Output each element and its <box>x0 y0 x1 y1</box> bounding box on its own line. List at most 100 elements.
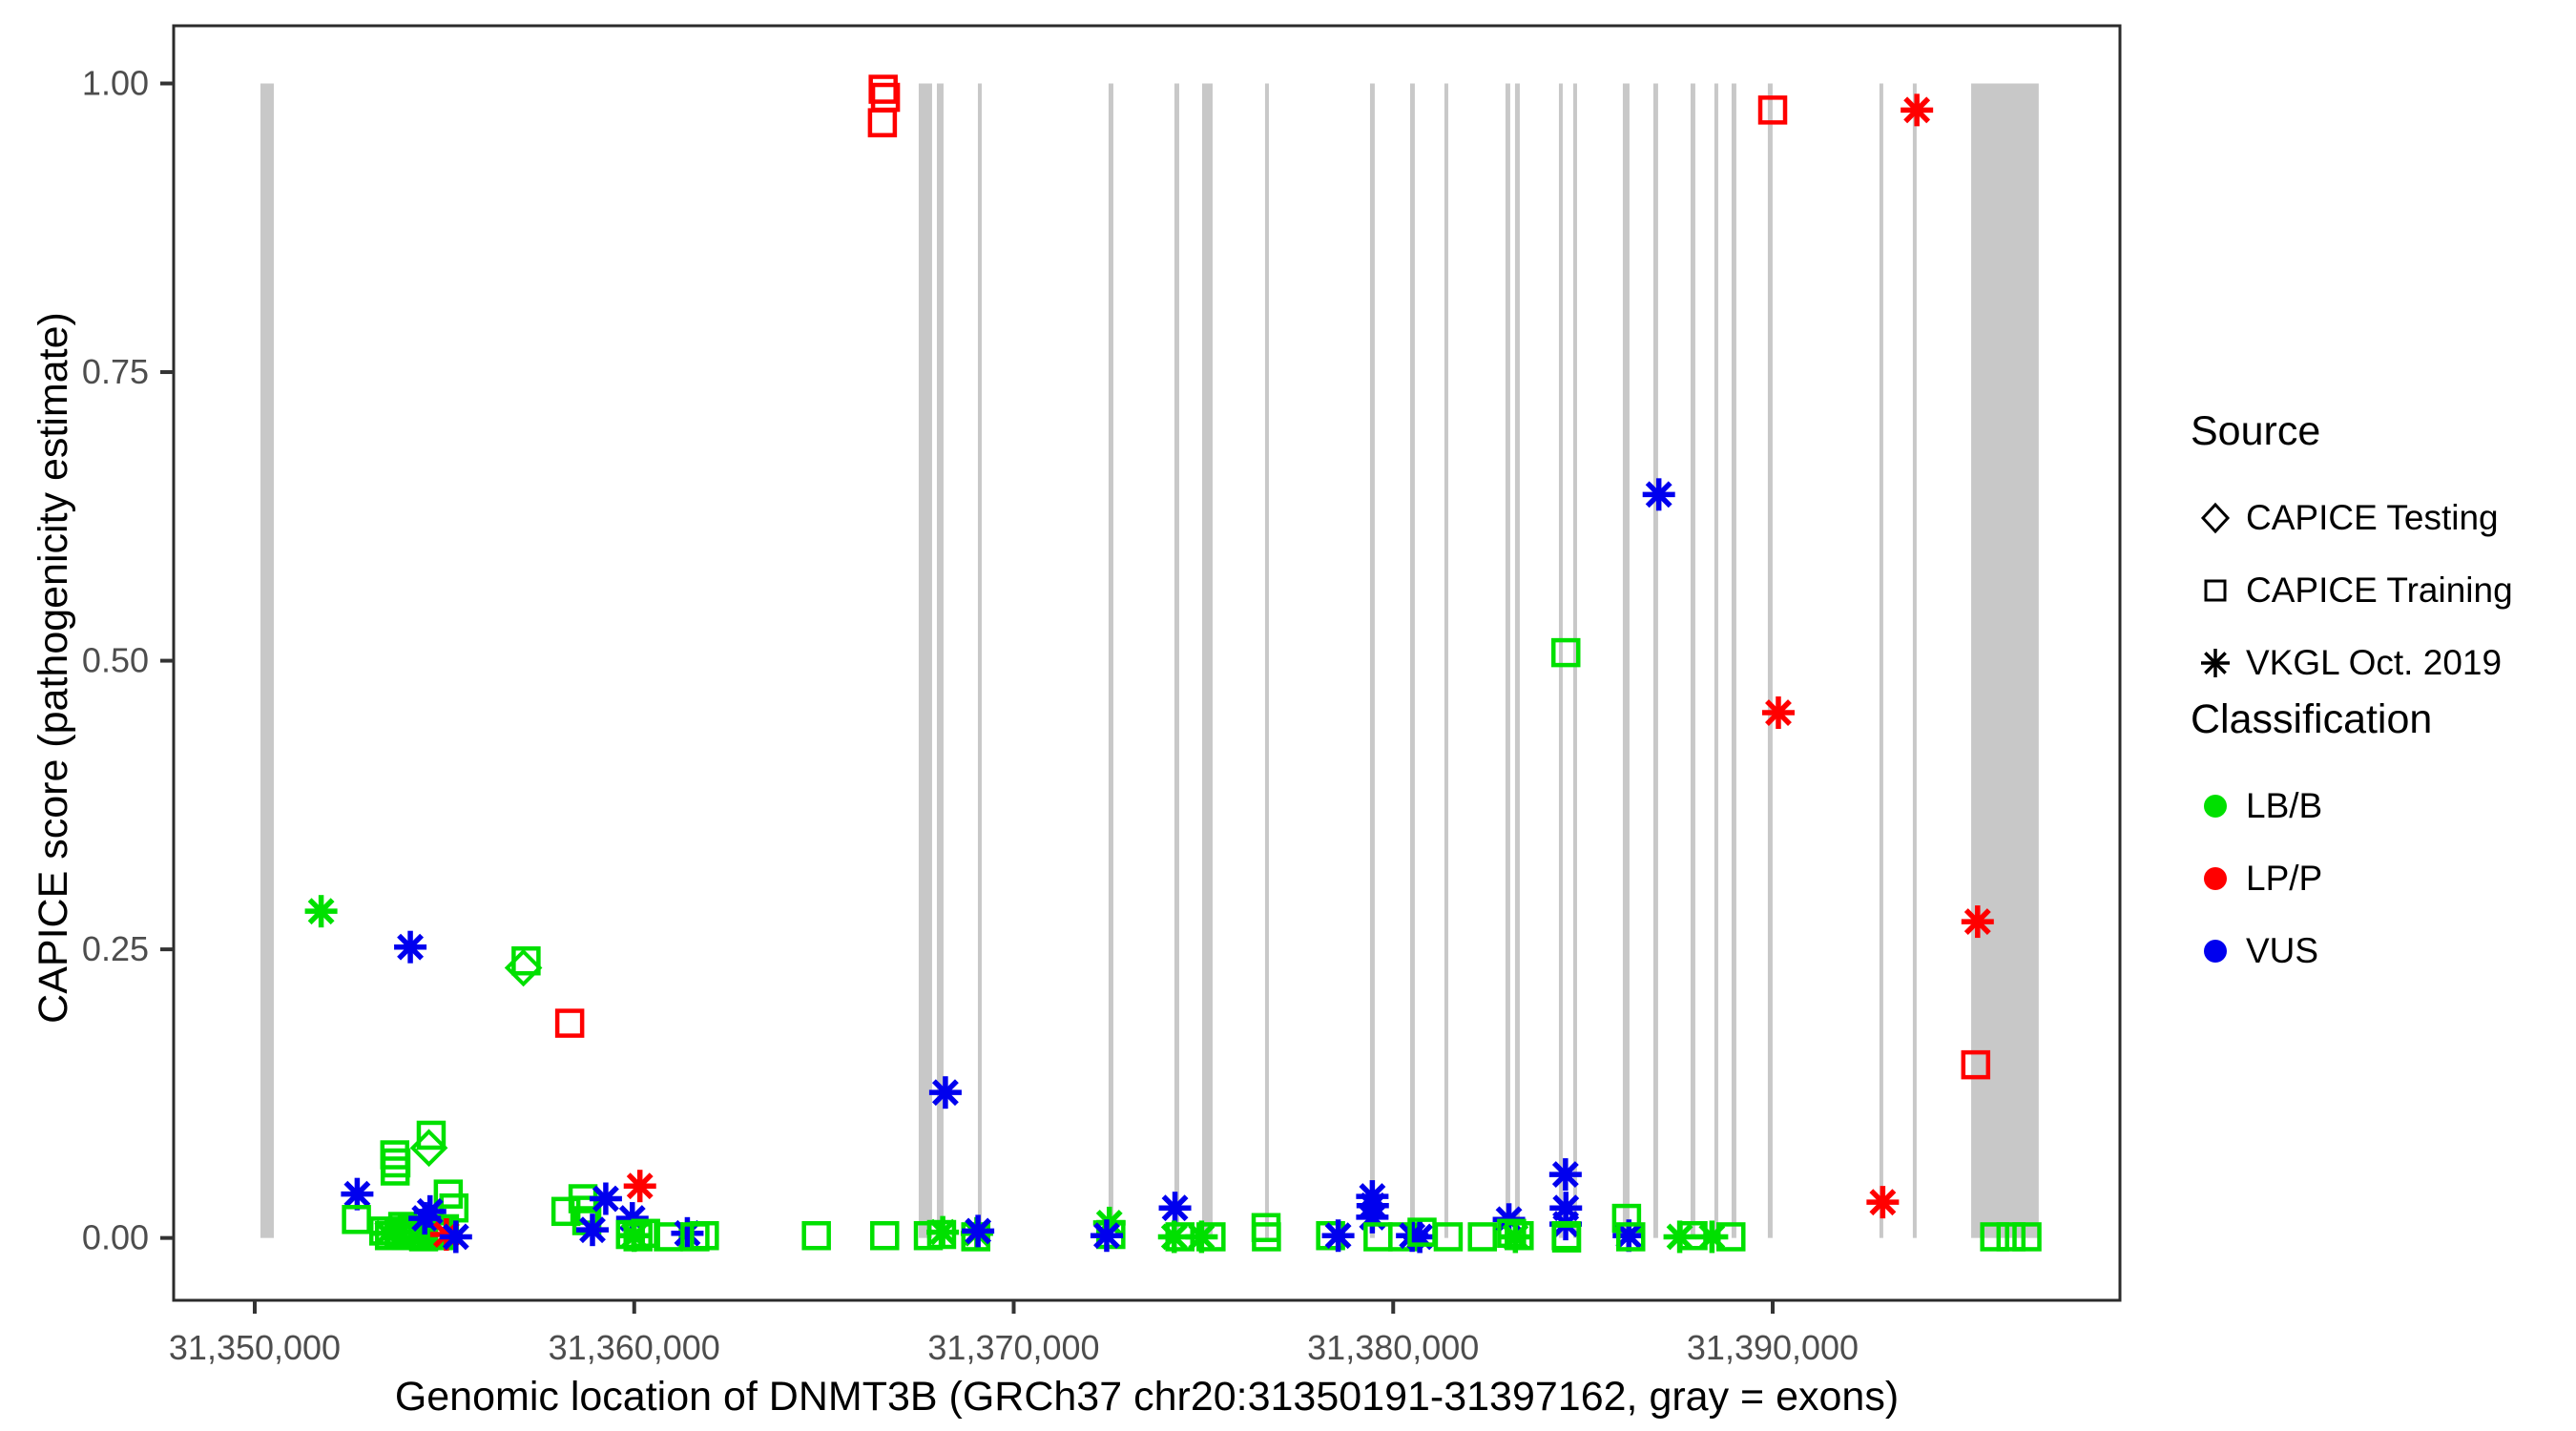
square-icon <box>2185 570 2246 612</box>
exon-bar <box>1444 83 1448 1238</box>
blue-dot-icon <box>2185 930 2246 972</box>
variant-point-square <box>1550 637 1581 668</box>
legend-item-label: VKGL Oct. 2019 <box>2246 643 2503 682</box>
x-axis-title: Genomic location of DNMT3B (GRCh37 chr20… <box>394 1374 1900 1420</box>
variant-point-square <box>1196 1222 1226 1252</box>
x-tick-label: 31,350,000 <box>169 1328 341 1367</box>
x-tick-label: 31,390,000 <box>1687 1328 1859 1367</box>
variant-point-square <box>1980 1222 2009 1252</box>
variant-point-asterisk <box>928 1076 962 1110</box>
y-axis-title: CAPICE score (pathogenicity estimate) <box>31 312 76 1024</box>
variant-point-asterisk <box>408 1202 442 1235</box>
variant-point-asterisk <box>1090 1219 1123 1253</box>
exon-bar <box>1201 83 1213 1238</box>
exon-bar <box>1505 83 1510 1238</box>
variant-point-square <box>1252 1222 1281 1252</box>
exon-bar <box>1714 83 1718 1238</box>
variant-point-square <box>1616 1222 1646 1252</box>
variant-point-square <box>1363 1222 1393 1252</box>
variant-point-square <box>868 74 898 104</box>
exon-bar <box>1971 83 2039 1238</box>
legend-item-capice-testing: CAPICE Testing <box>2185 482 2576 554</box>
variant-point-square <box>867 108 898 137</box>
y-tick-label: 0.50 <box>82 641 149 680</box>
variant-point-square <box>1716 1222 1746 1252</box>
legend-source-group: Source CAPICE Testing CAPICE Training <box>2185 408 2576 699</box>
x-tick-label: 31,370,000 <box>927 1328 1099 1367</box>
legend-item-label: CAPICE Testing <box>2246 498 2499 537</box>
asterisk-icon <box>2185 642 2246 684</box>
variant-point-asterisk <box>926 1215 960 1249</box>
variant-point-asterisk <box>1321 1219 1355 1253</box>
variant-point-square <box>381 1148 411 1178</box>
legend-item-label: LB/B <box>2246 786 2323 825</box>
legend-item-label: LP/P <box>2246 859 2323 898</box>
panel-border <box>172 24 2122 1302</box>
variant-point-asterisk <box>1158 1192 1192 1225</box>
variant-point-square <box>416 1120 447 1151</box>
variant-point-asterisk <box>623 1170 656 1203</box>
exon-bar <box>1690 83 1695 1238</box>
variant-point-square <box>2012 1222 2042 1252</box>
x-tick-label: 31,380,000 <box>1307 1328 1479 1367</box>
legend-classification-title: Classification <box>2191 696 2433 742</box>
legend-classification-group: Classification LB/B LP/P <box>2185 696 2576 987</box>
exon-bar <box>1912 83 1917 1238</box>
exon-bar <box>1264 83 1269 1238</box>
exon-bar <box>918 83 932 1238</box>
exon-bar <box>1108 83 1113 1238</box>
legend-item-vkgl: VKGL Oct. 2019 <box>2185 627 2576 699</box>
y-tick-label: 0.75 <box>82 352 149 391</box>
exon-bar <box>1409 83 1415 1238</box>
legend-item-label: CAPICE Training <box>2246 570 2513 610</box>
variant-point-diamond <box>504 948 543 987</box>
exon-bar <box>936 83 944 1238</box>
variant-point-asterisk <box>1761 696 1795 730</box>
variant-point-square <box>554 1008 585 1038</box>
exon-bar <box>1879 83 1883 1238</box>
variant-point-asterisk <box>394 930 427 964</box>
red-dot-icon <box>2185 858 2246 900</box>
variant-point-square <box>1505 1220 1534 1251</box>
exon-bar <box>1369 83 1375 1238</box>
variant-point-asterisk <box>1548 1158 1582 1192</box>
variant-point-square <box>801 1220 831 1251</box>
variant-point-square <box>380 1140 410 1170</box>
exon-bar <box>1572 83 1577 1238</box>
exon-bar <box>1174 83 1179 1238</box>
diamond-icon <box>2185 497 2246 539</box>
y-tick-label: 0.25 <box>82 929 149 968</box>
variant-point-square <box>690 1220 719 1251</box>
variant-point-diamond <box>409 1129 448 1168</box>
variant-point-square <box>1497 1218 1527 1249</box>
variant-point-square <box>1961 1049 1991 1080</box>
variant-point-square <box>380 1156 410 1186</box>
variant-point-asterisk <box>304 895 338 928</box>
variant-point-square <box>1757 95 1788 125</box>
exon-bar <box>1767 83 1773 1238</box>
variant-point-asterisk <box>439 1220 472 1254</box>
y-tick-label: 1.00 <box>82 64 149 103</box>
variant-point-square <box>870 1220 900 1251</box>
x-tick-label: 31,360,000 <box>549 1328 720 1367</box>
variant-point-asterisk <box>617 1219 651 1253</box>
variant-point-asterisk <box>962 1214 995 1248</box>
legend-item-lpp: LP/P <box>2185 842 2576 915</box>
exon-bar <box>977 83 982 1238</box>
legend-item-vus: VUS <box>2185 915 2576 987</box>
variant-point-square <box>342 1205 371 1234</box>
variant-point-asterisk <box>341 1177 374 1211</box>
variant-point-asterisk <box>576 1213 610 1247</box>
variant-point-square <box>1551 1223 1582 1253</box>
variant-point-asterisk <box>1356 1200 1389 1234</box>
exon-bar <box>260 83 275 1238</box>
exon-bar <box>1731 83 1736 1238</box>
exon-bar <box>1558 83 1563 1238</box>
exon-bar <box>1514 83 1520 1238</box>
legend-item-label: VUS <box>2246 931 2319 970</box>
legend-item-lbb: LB/B <box>2185 770 2576 842</box>
variant-point-asterisk <box>1901 93 1934 127</box>
variant-point-square <box>439 1192 469 1223</box>
